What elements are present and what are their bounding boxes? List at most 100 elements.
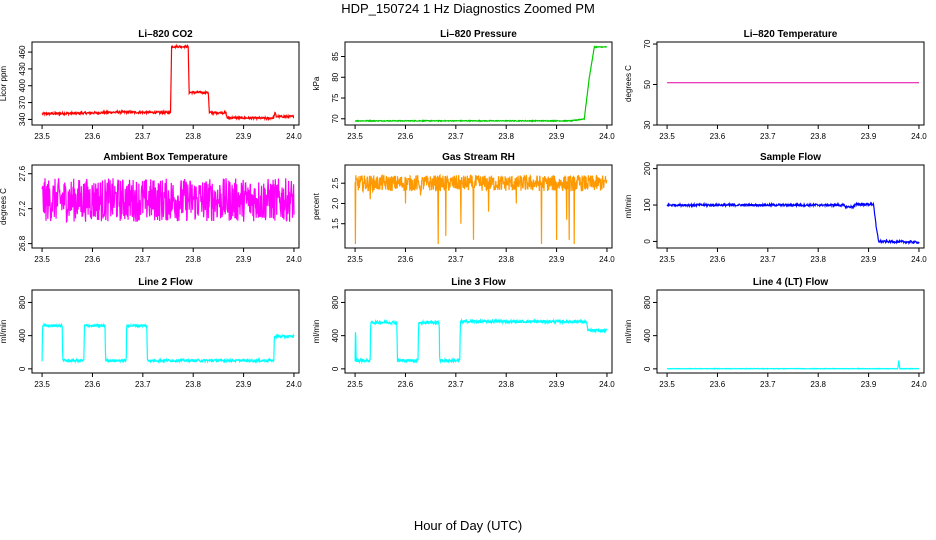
panel-title: Sample Flow bbox=[760, 152, 821, 163]
x-tick-label: 23.9 bbox=[549, 380, 565, 389]
y-axis-label: degrees C bbox=[0, 188, 8, 225]
x-tick-label: 23.7 bbox=[448, 380, 464, 389]
y-tick-label: 800 bbox=[18, 295, 27, 309]
series-line-1 bbox=[41, 322, 295, 365]
series-line-1 bbox=[355, 45, 608, 123]
series-line-1 bbox=[41, 43, 295, 122]
x-tick-label: 23.8 bbox=[498, 132, 514, 141]
x-tick-label: 23.8 bbox=[810, 132, 826, 141]
x-tick-label: 23.7 bbox=[448, 255, 464, 264]
y-tick-label: 0 bbox=[331, 366, 340, 371]
y-tick-label: 26.8 bbox=[18, 235, 27, 251]
x-tick-label: 23.6 bbox=[85, 380, 101, 389]
plot-frame bbox=[344, 164, 613, 249]
x-tick-label: 23.9 bbox=[236, 132, 252, 141]
x-tick-label: 23.6 bbox=[398, 132, 414, 141]
x-tick-label: 24.0 bbox=[911, 380, 927, 389]
x-tick-label: 23.8 bbox=[185, 380, 201, 389]
y-tick-label: 400 bbox=[643, 328, 652, 342]
x-tick-label: 24.0 bbox=[599, 255, 615, 264]
x-tick-label: 23.6 bbox=[710, 255, 726, 264]
y-tick-label: 75 bbox=[331, 93, 340, 102]
x-tick-label: 23.5 bbox=[34, 132, 50, 141]
panel-title: Gas Stream RH bbox=[442, 152, 515, 163]
x-tick-label: 23.8 bbox=[810, 380, 826, 389]
x-tick-label: 24.0 bbox=[911, 255, 927, 264]
x-tick-label: 23.9 bbox=[861, 255, 877, 264]
plot-frame bbox=[656, 41, 925, 126]
y-axis-label: kPa bbox=[312, 76, 321, 90]
x-tick-label: 23.5 bbox=[347, 380, 363, 389]
series-line-1 bbox=[41, 178, 295, 224]
x-tick-label: 23.6 bbox=[85, 255, 101, 264]
page-title: HDP_150724 1 Hz Diagnostics Zoomed PM bbox=[341, 1, 595, 16]
y-tick-label: 30 bbox=[643, 120, 652, 129]
plot-frame bbox=[656, 289, 925, 374]
y-tick-label: 400 bbox=[18, 79, 27, 93]
x-tick-label: 24.0 bbox=[599, 132, 615, 141]
plot-frame bbox=[344, 289, 613, 374]
x-tick-label: 23.7 bbox=[760, 132, 776, 141]
panel-2: Li–820 Pressure kPa 23.5 23.6 23.7 23.8 23.9 24… bbox=[312, 29, 615, 141]
y-axis-label: ml/min bbox=[0, 320, 8, 344]
y-tick-label: 370 bbox=[18, 95, 27, 109]
panel-title: Li–820 Temperature bbox=[744, 29, 838, 40]
x-tick-label: 23.9 bbox=[549, 255, 565, 264]
y-tick-label: 27.2 bbox=[18, 200, 27, 216]
y-axis-label: degrees C bbox=[624, 65, 633, 102]
panel-8: Line 3 Flow ml/min 23.5 23.6 23.7 23.8 23.9 24.… bbox=[312, 277, 615, 389]
plot-frame bbox=[344, 41, 613, 126]
x-tick-label: 24.0 bbox=[286, 132, 302, 141]
panel-title: Line 2 Flow bbox=[138, 277, 193, 288]
x-tick-label: 23.5 bbox=[659, 255, 675, 264]
x-tick-label: 23.9 bbox=[236, 255, 252, 264]
x-tick-label: 23.6 bbox=[710, 132, 726, 141]
x-tick-label: 23.6 bbox=[398, 255, 414, 264]
x-tick-label: 23.7 bbox=[760, 255, 776, 264]
y-tick-label: 0 bbox=[643, 366, 652, 371]
y-tick-label: 340 bbox=[18, 112, 27, 126]
y-tick-label: 400 bbox=[18, 328, 27, 342]
y-tick-label: 200 bbox=[643, 161, 652, 175]
panel-6: Sample Flow ml/min 23.5 23.6 23.7 23.8 23.9 24.… bbox=[624, 152, 927, 264]
x-tick-label: 23.6 bbox=[85, 132, 101, 141]
y-tick-label: 70 bbox=[331, 114, 340, 123]
y-axis-label: ml/min bbox=[624, 320, 633, 344]
y-tick-label: 460 bbox=[18, 45, 27, 59]
y-tick-label: 2.5 bbox=[331, 177, 340, 189]
y-tick-label: 800 bbox=[331, 295, 340, 309]
series-line-1 bbox=[666, 201, 920, 246]
x-tick-label: 23.7 bbox=[448, 132, 464, 141]
panel-3: Li–820 Temperature degrees C 23.5 23.6 23.7 2… bbox=[624, 29, 927, 141]
x-tick-label: 24.0 bbox=[599, 380, 615, 389]
series-line-1 bbox=[354, 173, 608, 245]
y-tick-label: 800 bbox=[643, 295, 652, 309]
x-tick-label: 23.5 bbox=[659, 380, 675, 389]
panel-title: Line 3 Flow bbox=[451, 277, 506, 288]
panel-title: Li–820 Pressure bbox=[440, 29, 517, 40]
x-tick-label: 23.9 bbox=[861, 132, 877, 141]
panel-1: Li–820 CO2 Licor ppm 23.5 23.6 23.7 23.8 23.9 2… bbox=[0, 29, 302, 141]
y-tick-label: 50 bbox=[643, 80, 652, 89]
x-tick-label: 24.0 bbox=[911, 132, 927, 141]
plot-frame bbox=[31, 41, 300, 126]
x-tick-label: 23.5 bbox=[34, 255, 50, 264]
y-tick-label: 70 bbox=[643, 39, 652, 48]
panel-title: Li–820 CO2 bbox=[138, 29, 193, 40]
y-tick-label: 85 bbox=[331, 52, 340, 61]
panel-5: Gas Stream RH percent 23.5 23.6 23.7 23.8 23.9… bbox=[312, 152, 615, 264]
x-tick-label: 23.9 bbox=[236, 380, 252, 389]
x-tick-label: 23.8 bbox=[185, 132, 201, 141]
x-tick-label: 23.5 bbox=[659, 132, 675, 141]
x-tick-label: 23.9 bbox=[861, 380, 877, 389]
series-line-1 bbox=[666, 360, 920, 370]
x-tick-label: 23.5 bbox=[34, 380, 50, 389]
x-tick-label: 23.7 bbox=[135, 255, 151, 264]
x-axis-label: Hour of Day (UTC) bbox=[413, 518, 523, 533]
x-tick-label: 23.6 bbox=[398, 380, 414, 389]
x-tick-label: 24.0 bbox=[286, 380, 302, 389]
y-tick-label: 2.0 bbox=[331, 197, 340, 209]
x-tick-label: 23.5 bbox=[347, 255, 363, 264]
y-axis-label: Licor ppm bbox=[0, 66, 8, 101]
